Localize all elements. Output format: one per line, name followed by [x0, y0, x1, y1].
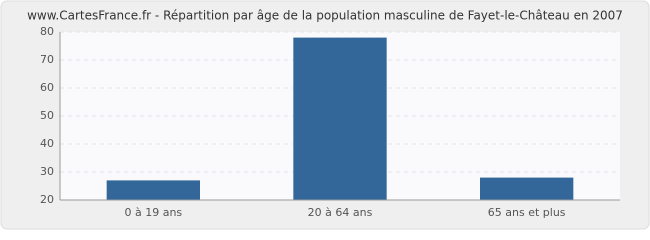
y-tick-label: 70 — [40, 53, 54, 66]
bar — [293, 37, 387, 200]
x-tick-label: 0 à 19 ans — [124, 206, 182, 219]
chart: www.CartesFrance.fr - Répartition par âg… — [0, 0, 650, 230]
y-tick-label: 40 — [40, 137, 54, 150]
x-tick-label: 65 ans et plus — [488, 206, 566, 219]
y-tick-label: 30 — [40, 165, 54, 178]
y-tick-label: 20 — [40, 193, 54, 206]
chart-title: www.CartesFrance.fr - Répartition par âg… — [27, 9, 623, 23]
y-tick-label: 60 — [40, 81, 54, 94]
bar — [480, 177, 574, 200]
x-tick-label: 20 à 64 ans — [308, 206, 373, 219]
bar — [106, 180, 200, 200]
y-tick-label: 50 — [40, 109, 54, 122]
y-tick-label: 80 — [40, 25, 54, 38]
